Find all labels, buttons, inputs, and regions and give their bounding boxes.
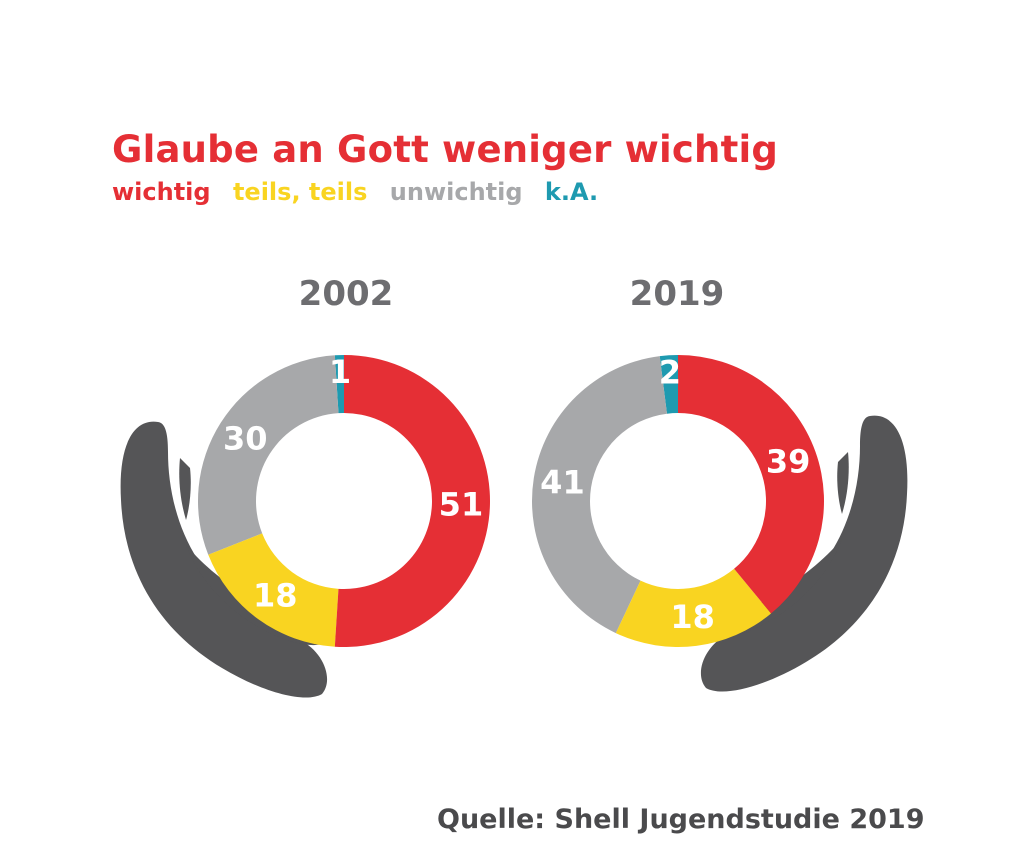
- donut-chart-2002: 2002 51 18 30 1: [198, 274, 491, 647]
- legend-item-wichtig: wichtig: [112, 178, 211, 206]
- legend-item-unwichtig: unwichtig: [389, 178, 523, 206]
- data-label-2002-ka: 1: [329, 353, 351, 391]
- data-label-2002-teils-teils: 18: [253, 577, 298, 615]
- legend-item-teils-teils: teils, teils: [232, 178, 368, 206]
- slice-2002-wichtig: [334, 355, 491, 647]
- data-label-2019-unwichtig: 41: [540, 464, 585, 502]
- chart-title: Glaube an Gott weniger wichtig: [112, 128, 779, 171]
- data-label-2002-wichtig: 51: [439, 486, 484, 524]
- data-label-2019-teils-teils: 18: [670, 598, 715, 636]
- slice-2002-unwichtig: [198, 355, 339, 555]
- legend: wichtig teils, teils unwichtig k.A.: [112, 178, 612, 206]
- data-label-2002-unwichtig: 30: [223, 419, 268, 457]
- slice-2019-unwichtig: [532, 356, 667, 634]
- data-label-2019-ka: 2: [659, 353, 681, 391]
- year-label-2002: 2002: [299, 274, 394, 314]
- legend-item-ka: k.A.: [544, 178, 599, 206]
- year-label-2019: 2019: [630, 274, 725, 314]
- donut-chart-2019: 2019 39 18 41 2: [532, 274, 824, 647]
- slice-2002-ka: [334, 355, 344, 414]
- source-note: Quelle: Shell Jugendstudie 2019: [437, 804, 925, 835]
- slice-2002-teils-teils: [208, 533, 339, 647]
- slice-2019-teils-teils: [615, 568, 772, 647]
- slice-2019-wichtig: [678, 355, 824, 614]
- slice-2019-ka: [659, 355, 678, 414]
- data-label-2019-wichtig: 39: [766, 442, 811, 480]
